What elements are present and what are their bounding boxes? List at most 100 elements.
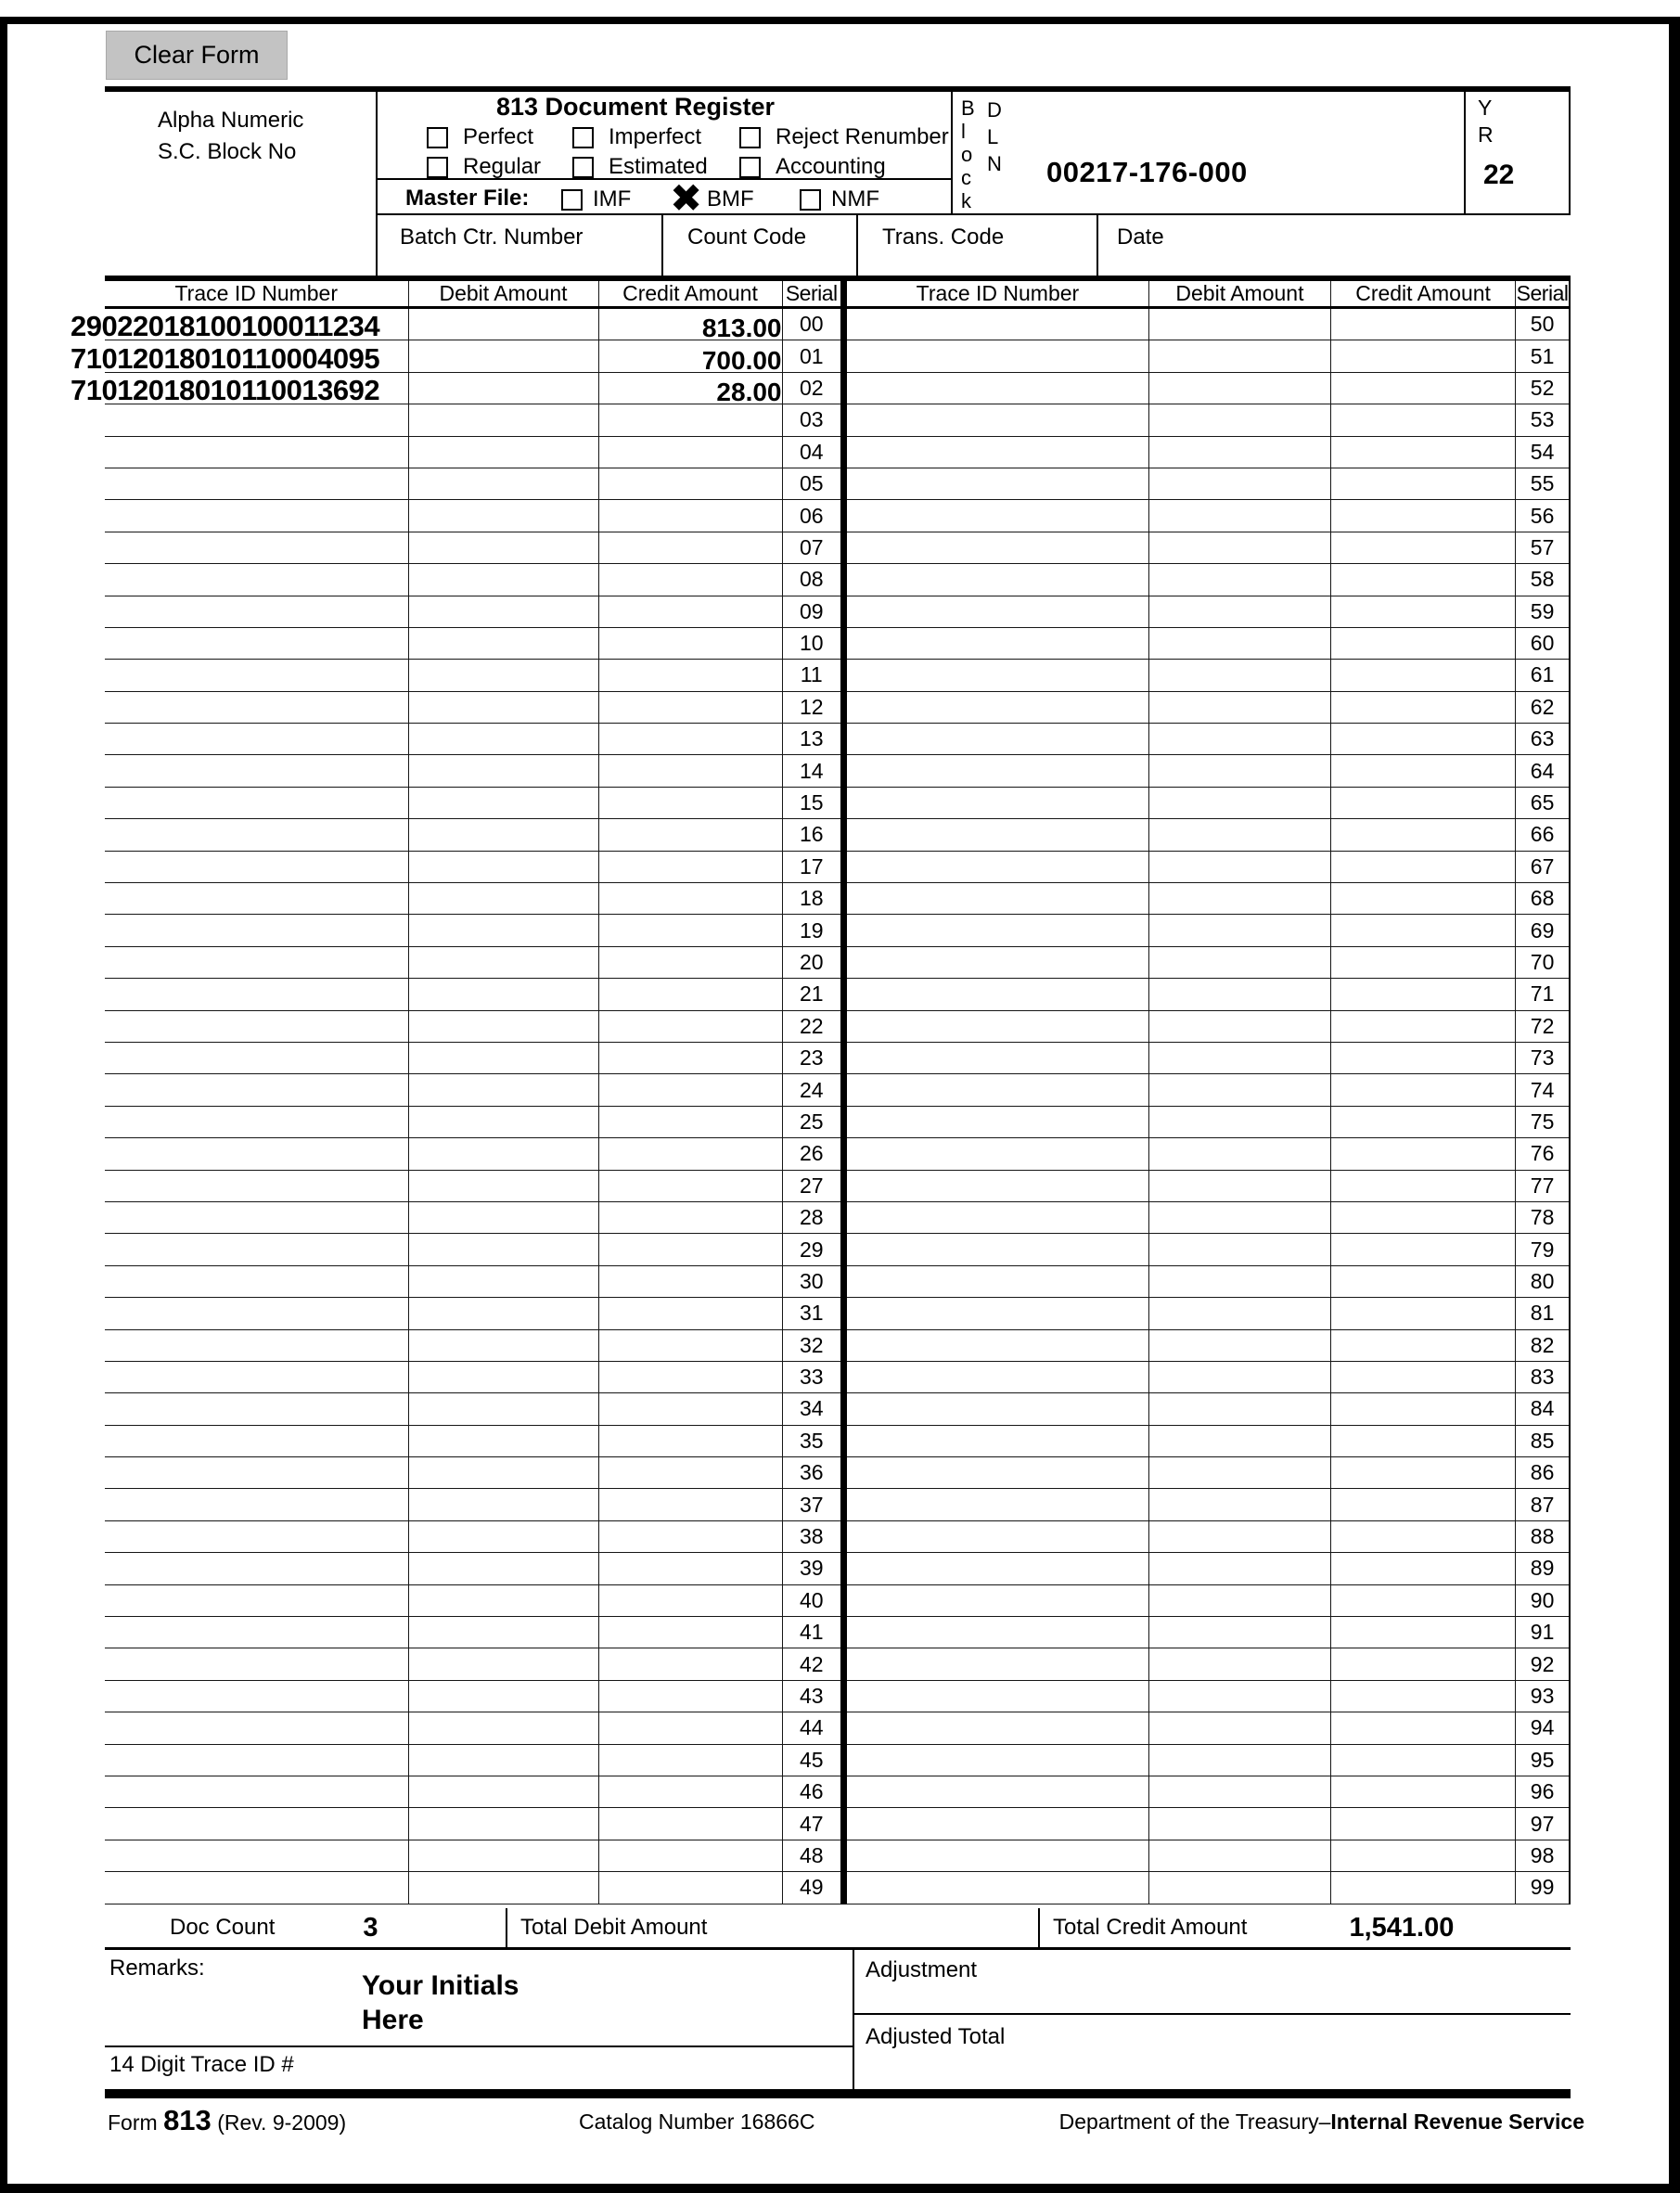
debit-amount-cell[interactable] bbox=[1148, 532, 1331, 565]
credit-amount-cell[interactable] bbox=[1330, 1776, 1516, 1809]
credit-amount-cell[interactable] bbox=[1330, 1520, 1516, 1554]
trace-id-cell[interactable] bbox=[105, 563, 408, 596]
debit-amount-cell[interactable] bbox=[407, 978, 598, 1011]
trace-id-cell[interactable] bbox=[105, 1520, 408, 1554]
debit-amount-cell[interactable] bbox=[1148, 1871, 1331, 1904]
credit-amount-cell[interactable]: 813.00 bbox=[597, 307, 782, 342]
debit-amount-cell[interactable] bbox=[407, 1712, 598, 1745]
trace-id-cell[interactable] bbox=[105, 914, 408, 947]
debit-amount-cell[interactable] bbox=[1148, 1840, 1331, 1873]
debit-amount-cell[interactable] bbox=[1148, 818, 1331, 852]
debit-amount-cell[interactable] bbox=[407, 404, 598, 437]
trace-id-cell[interactable] bbox=[843, 563, 1149, 596]
debit-amount-cell[interactable] bbox=[407, 1616, 598, 1649]
trace-id-cell[interactable] bbox=[105, 1456, 408, 1490]
debit-amount-cell[interactable] bbox=[407, 1106, 598, 1139]
trace-id-cell[interactable] bbox=[843, 1648, 1149, 1681]
checkbox-imperfect[interactable]: ✖ Imperfect bbox=[572, 124, 701, 150]
debit-amount-cell[interactable] bbox=[1148, 1073, 1331, 1107]
debit-amount-cell[interactable] bbox=[1148, 978, 1331, 1011]
trace-id-cell[interactable] bbox=[105, 1361, 408, 1394]
credit-amount-cell[interactable] bbox=[597, 1744, 782, 1776]
trace-id-cell[interactable] bbox=[105, 1042, 408, 1075]
credit-amount-cell[interactable] bbox=[1330, 1265, 1516, 1299]
credit-amount-cell[interactable] bbox=[597, 1488, 782, 1521]
credit-amount-cell[interactable] bbox=[1330, 723, 1516, 756]
credit-amount-cell[interactable] bbox=[597, 1233, 782, 1266]
debit-amount-cell[interactable] bbox=[1148, 436, 1331, 468]
debit-amount-cell[interactable] bbox=[407, 1233, 598, 1266]
credit-amount-cell[interactable] bbox=[1330, 818, 1516, 852]
credit-amount-cell[interactable] bbox=[1330, 691, 1516, 725]
alpha-numeric-field[interactable]: Alpha Numeric S.C. Block No bbox=[105, 92, 376, 276]
trace-id-cell[interactable] bbox=[105, 787, 408, 820]
credit-amount-cell[interactable] bbox=[1330, 1073, 1516, 1107]
trace-id-cell[interactable] bbox=[843, 436, 1149, 468]
debit-amount-cell[interactable] bbox=[407, 723, 598, 756]
credit-amount-cell[interactable] bbox=[1330, 1392, 1516, 1426]
trace-id-cell[interactable] bbox=[843, 404, 1149, 437]
trace-id-cell[interactable] bbox=[843, 946, 1149, 980]
trace-id-cell[interactable] bbox=[105, 1073, 408, 1107]
trace-id-cell[interactable] bbox=[843, 659, 1149, 692]
debit-amount-cell[interactable] bbox=[407, 1520, 598, 1554]
credit-amount-cell[interactable] bbox=[597, 404, 782, 437]
checkbox-regular[interactable]: ✖ Regular bbox=[427, 154, 541, 180]
debit-amount-cell[interactable] bbox=[407, 1042, 598, 1075]
debit-amount-cell[interactable] bbox=[1148, 1520, 1331, 1554]
debit-amount-cell[interactable] bbox=[407, 1329, 598, 1362]
debit-amount-cell[interactable] bbox=[407, 563, 598, 596]
trace-id-cell[interactable] bbox=[105, 1648, 408, 1681]
clear-form-button[interactable]: Clear Form bbox=[106, 31, 288, 80]
trace-id-cell[interactable] bbox=[843, 723, 1149, 756]
trace-id-cell[interactable] bbox=[105, 532, 408, 565]
trace-id-cell[interactable] bbox=[105, 1840, 408, 1873]
credit-amount-cell[interactable] bbox=[597, 946, 782, 980]
credit-amount-cell[interactable] bbox=[597, 1680, 782, 1713]
credit-amount-cell[interactable] bbox=[1330, 1488, 1516, 1521]
master-file-option-nmf[interactable]: ✖ NMF bbox=[800, 186, 879, 212]
debit-amount-cell[interactable] bbox=[407, 1744, 598, 1776]
debit-amount-cell[interactable] bbox=[1148, 1106, 1331, 1139]
debit-amount-cell[interactable] bbox=[1148, 914, 1331, 947]
debit-amount-cell[interactable] bbox=[1148, 1680, 1331, 1713]
trace-id-cell[interactable] bbox=[843, 1744, 1149, 1776]
credit-amount-cell[interactable] bbox=[597, 978, 782, 1011]
credit-amount-cell[interactable] bbox=[1330, 914, 1516, 947]
trace-id-cell[interactable] bbox=[843, 1233, 1149, 1266]
credit-amount-cell[interactable] bbox=[597, 468, 782, 501]
credit-amount-cell[interactable] bbox=[1330, 1329, 1516, 1362]
trace-id-cell[interactable] bbox=[105, 468, 408, 501]
debit-amount-cell[interactable] bbox=[1148, 1361, 1331, 1394]
credit-amount-cell[interactable] bbox=[1330, 1042, 1516, 1075]
trace-id-cell[interactable] bbox=[105, 754, 408, 788]
debit-amount-cell[interactable] bbox=[1148, 627, 1331, 660]
trace-id-cell[interactable] bbox=[843, 1488, 1149, 1521]
credit-amount-cell[interactable] bbox=[1330, 1680, 1516, 1713]
trace-id-cell[interactable] bbox=[843, 1137, 1149, 1171]
trace-id-cell[interactable] bbox=[105, 1425, 408, 1458]
credit-amount-cell[interactable] bbox=[1330, 372, 1516, 405]
credit-amount-cell[interactable] bbox=[597, 1106, 782, 1139]
debit-amount-cell[interactable] bbox=[1148, 882, 1331, 916]
credit-amount-cell[interactable] bbox=[1330, 1616, 1516, 1649]
credit-amount-cell[interactable] bbox=[1330, 1170, 1516, 1202]
credit-amount-cell[interactable] bbox=[1330, 1010, 1516, 1043]
debit-amount-cell[interactable] bbox=[407, 882, 598, 916]
credit-amount-cell[interactable] bbox=[1330, 1552, 1516, 1585]
adjustment-field[interactable]: Adjustment bbox=[854, 1950, 1571, 2015]
debit-amount-cell[interactable] bbox=[407, 1392, 598, 1426]
credit-amount-cell[interactable] bbox=[597, 1265, 782, 1299]
credit-amount-cell[interactable] bbox=[1330, 1456, 1516, 1490]
credit-amount-cell[interactable] bbox=[597, 532, 782, 565]
trace-id-cell[interactable] bbox=[105, 978, 408, 1011]
trace-id-cell[interactable] bbox=[843, 1807, 1149, 1840]
credit-amount-cell[interactable] bbox=[1330, 404, 1516, 437]
debit-amount-cell[interactable] bbox=[407, 1010, 598, 1043]
credit-amount-cell[interactable] bbox=[1330, 1871, 1516, 1904]
credit-amount-cell[interactable] bbox=[597, 1137, 782, 1171]
trace-id-cell[interactable] bbox=[105, 1170, 408, 1202]
debit-amount-cell[interactable] bbox=[407, 1871, 598, 1904]
debit-amount-cell[interactable] bbox=[407, 914, 598, 947]
credit-amount-cell[interactable] bbox=[597, 851, 782, 884]
